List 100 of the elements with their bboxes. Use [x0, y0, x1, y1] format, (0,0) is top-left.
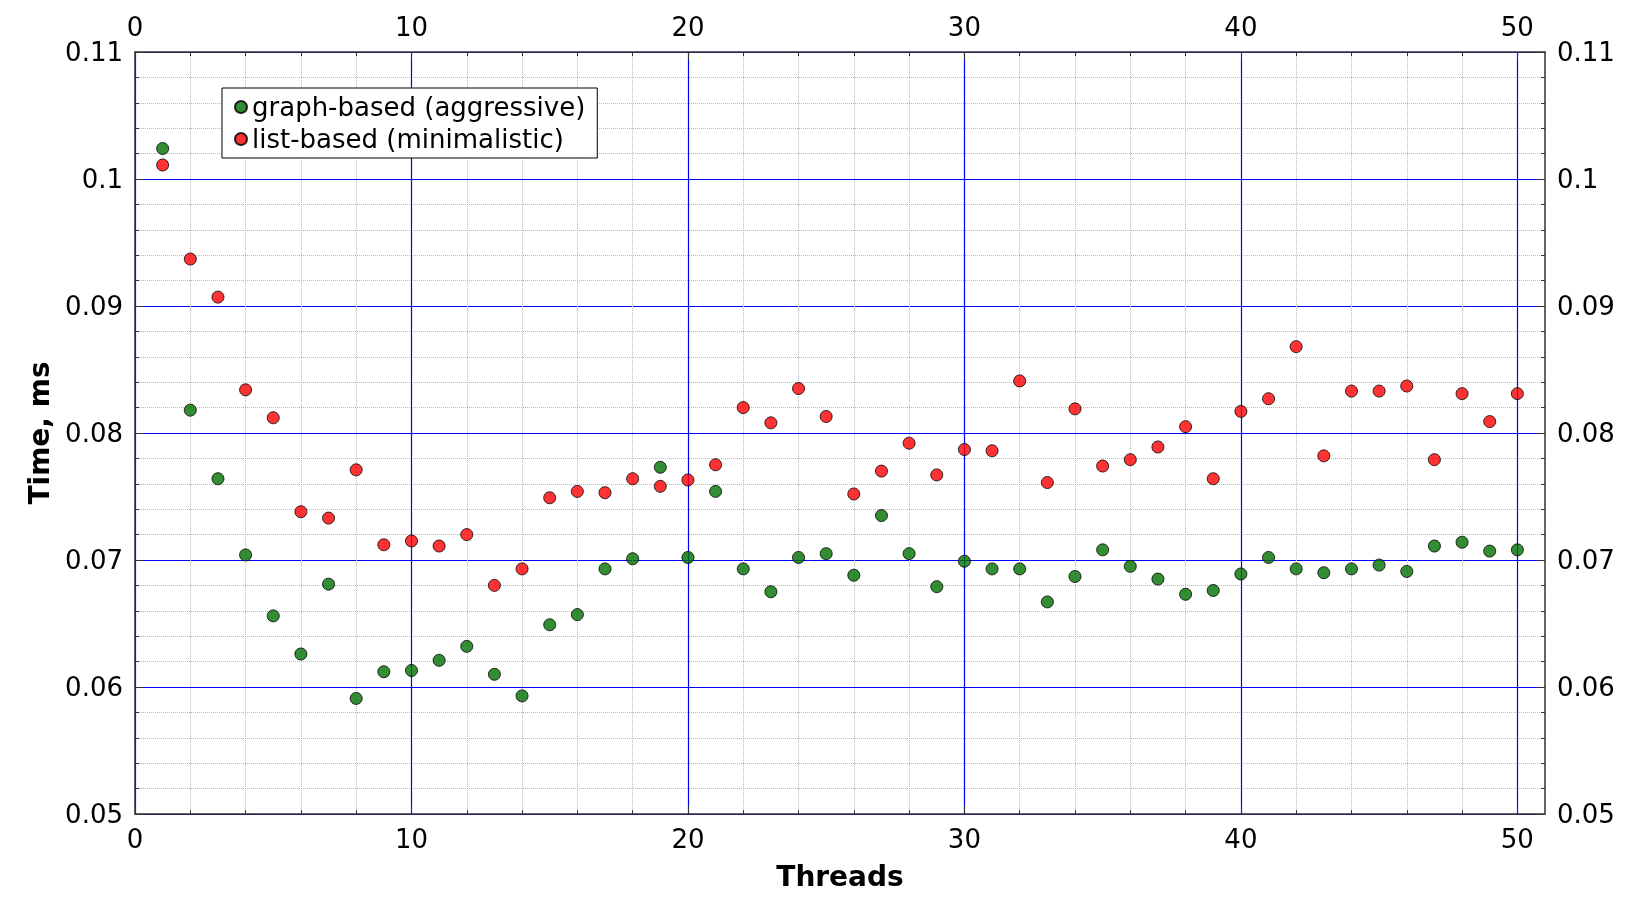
point	[985, 444, 999, 458]
point	[432, 539, 446, 553]
point	[930, 580, 944, 594]
y-tick-label: 0.07	[65, 545, 123, 575]
y2-tick-label: 0.06	[1557, 672, 1615, 702]
point	[736, 562, 750, 576]
y2-tick-label: 0.05	[1557, 799, 1615, 829]
point	[902, 547, 916, 561]
point	[515, 689, 529, 703]
point	[1179, 420, 1193, 434]
point	[1179, 587, 1193, 601]
x-tick-label: 0	[126, 824, 144, 854]
point	[1234, 404, 1248, 418]
point	[1455, 387, 1469, 401]
x-tick-label: 30	[947, 824, 981, 854]
point	[1013, 374, 1027, 388]
x2-tick-label: 50	[1500, 12, 1534, 42]
point	[1344, 384, 1358, 398]
point	[819, 547, 833, 561]
point	[239, 383, 253, 397]
point	[1427, 539, 1441, 553]
point	[1096, 459, 1110, 473]
point	[543, 491, 557, 505]
y-tick-label: 0.08	[65, 418, 123, 448]
y-axis-title: Time, ms	[22, 361, 56, 505]
point	[1040, 595, 1054, 609]
point	[1151, 572, 1165, 586]
point	[874, 509, 888, 523]
point	[1344, 562, 1358, 576]
point	[404, 534, 418, 548]
point	[1096, 543, 1110, 557]
point	[874, 464, 888, 478]
point	[460, 639, 474, 653]
legend-label: graph-based (aggressive)	[252, 92, 586, 122]
point	[1123, 453, 1137, 467]
point	[1400, 379, 1414, 393]
point	[211, 472, 225, 486]
point	[377, 665, 391, 679]
point	[543, 618, 557, 632]
point	[322, 577, 336, 591]
point	[487, 578, 501, 592]
point	[626, 552, 640, 566]
point	[1068, 402, 1082, 416]
y2-tick-label: 0.1	[1557, 164, 1599, 194]
point	[709, 458, 723, 472]
point	[1400, 564, 1414, 578]
y2-tick-label: 0.08	[1557, 418, 1615, 448]
point	[902, 436, 916, 450]
point	[1040, 476, 1054, 490]
y-tick-label: 0.09	[65, 291, 123, 321]
point	[681, 550, 695, 564]
point	[681, 473, 695, 487]
point	[1289, 562, 1303, 576]
x-axis-title: Threads	[776, 859, 904, 893]
point	[792, 550, 806, 564]
point	[598, 562, 612, 576]
y-tick-label: 0.06	[65, 672, 123, 702]
y2-tick-label: 0.07	[1557, 545, 1615, 575]
point	[847, 568, 861, 582]
point	[985, 562, 999, 576]
point	[1123, 559, 1137, 573]
point	[377, 538, 391, 552]
point	[626, 472, 640, 486]
point	[266, 411, 280, 425]
point	[1206, 472, 1220, 486]
point	[1372, 384, 1386, 398]
point	[1483, 544, 1497, 558]
y-tick-label: 0.1	[81, 164, 123, 194]
point	[764, 585, 778, 599]
x-tick-label: 10	[394, 824, 429, 854]
x-tick-label: 40	[1224, 824, 1258, 854]
point	[764, 416, 778, 430]
x-tick-label: 20	[671, 824, 705, 854]
point	[1483, 415, 1497, 429]
point	[792, 382, 806, 396]
point	[515, 562, 529, 576]
point	[294, 647, 308, 661]
point	[1427, 453, 1441, 467]
point	[1510, 387, 1524, 401]
point	[1317, 449, 1331, 463]
point	[239, 548, 253, 562]
legend-label: list-based (minimalistic)	[252, 124, 564, 154]
point	[1510, 543, 1524, 557]
point	[460, 528, 474, 542]
point	[653, 479, 667, 493]
point	[1234, 567, 1248, 581]
point	[709, 484, 723, 498]
y2-tick-label: 0.09	[1557, 291, 1615, 321]
point	[266, 609, 280, 623]
point	[211, 290, 225, 304]
point	[156, 142, 170, 156]
point	[487, 667, 501, 681]
point	[819, 409, 833, 423]
point	[1262, 392, 1276, 406]
point	[570, 484, 584, 498]
point	[1289, 340, 1303, 354]
point	[294, 505, 308, 519]
x2-tick-label: 10	[394, 12, 429, 42]
point	[183, 252, 197, 266]
point	[1455, 535, 1469, 549]
